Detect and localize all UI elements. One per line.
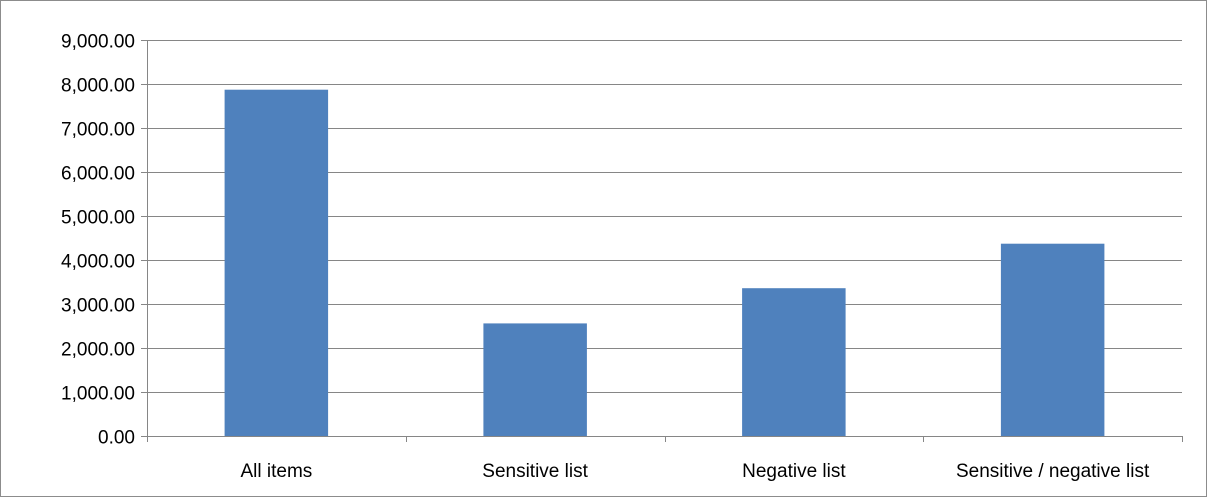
x-tick-label: Negative list xyxy=(742,461,846,482)
x-tick-label: All items xyxy=(241,461,313,482)
bar xyxy=(224,89,329,436)
x-tick-label: Sensitive list xyxy=(482,461,588,482)
bars xyxy=(224,89,1105,436)
bar xyxy=(483,323,587,436)
y-tick-label: 1,000.00 xyxy=(61,384,135,405)
y-tick-label: 2,000.00 xyxy=(61,340,135,361)
bar xyxy=(742,288,846,436)
y-tick-label: 8,000.00 xyxy=(61,76,135,97)
y-tick-label: 7,000.00 xyxy=(61,120,135,141)
x-tick-labels: All items Sensitive list Negative list Sens… xyxy=(241,461,1150,482)
y-tick-label: 4,000.00 xyxy=(61,252,135,273)
y-tick-label: 6,000.00 xyxy=(61,164,135,185)
y-tick-labels: 0.00 1,000.00 2,000.00 3,000.00 4,000.00 5,00… xyxy=(61,32,135,449)
y-tick-label: 3,000.00 xyxy=(61,296,135,317)
x-tick-label: Sensitive / negative list xyxy=(956,461,1150,482)
bar xyxy=(1000,243,1105,436)
y-tick-label: 9,000.00 xyxy=(61,32,135,53)
axes xyxy=(141,40,1183,442)
y-tick-label: 0.00 xyxy=(98,428,135,449)
y-tick-label: 5,000.00 xyxy=(61,208,135,229)
